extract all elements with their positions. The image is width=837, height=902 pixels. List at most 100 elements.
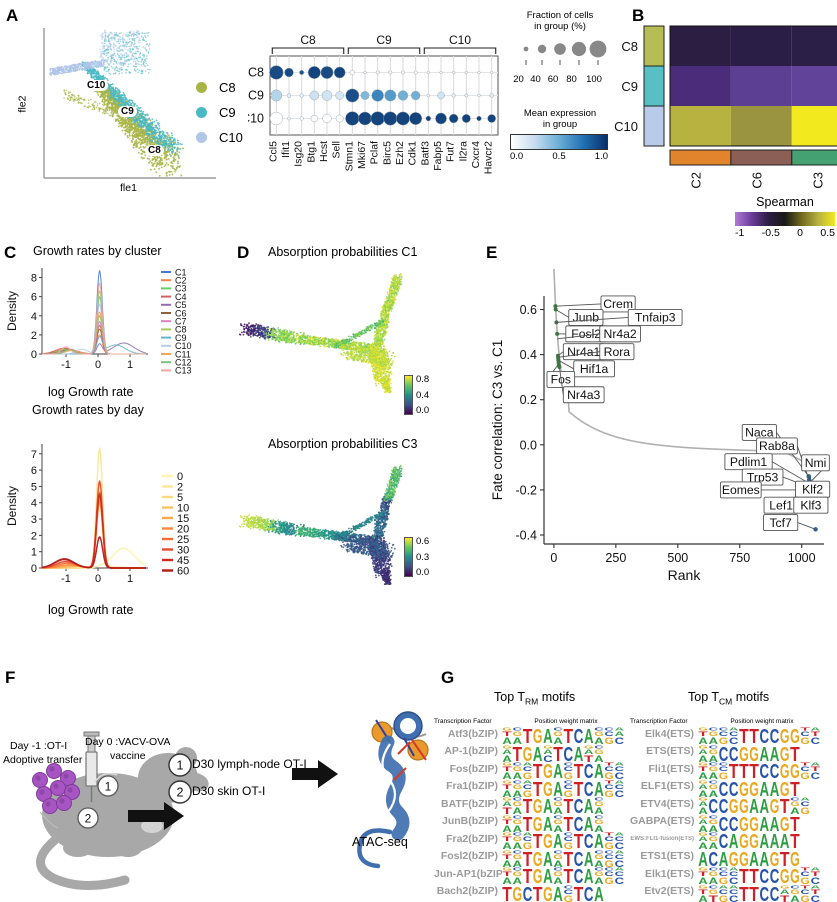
svg-text:C9: C9 (376, 33, 392, 47)
motif-tf-name: ETV4(ETS) (630, 798, 698, 810)
spearman-tick--05: -0.5 (762, 227, 780, 239)
svg-text:C9: C9 (621, 79, 638, 94)
svg-text:6: 6 (31, 465, 37, 477)
dotplot-svg: C8C9C10C8C9C10Ccl5Ifit1Isg20Btg1HcstSell… (248, 18, 508, 208)
motif-tf-name: Atf3(bZIP) (434, 728, 502, 740)
svg-text:5: 5 (31, 481, 37, 493)
panel-letter-a: A (6, 6, 18, 26)
panel-d-cbar1: 0.8 0.4 0.0 (404, 374, 429, 416)
color-legend-title-1: Mean expression (510, 108, 610, 119)
svg-text:Ezh2: Ezh2 (394, 141, 406, 165)
panel-g-right-table: Transcription Factor Position weight mat… (630, 718, 826, 900)
legend-dot-c8 (196, 82, 207, 93)
g-right-col1-header: Transcription Factor (630, 718, 698, 725)
panel-letter-g: G (441, 668, 454, 688)
motif-tf-name: Elk1(ETS) (630, 868, 698, 880)
legend-label-c9: C9 (219, 105, 236, 120)
svg-text:Isg20: Isg20 (293, 141, 305, 167)
motif-tf-name: ELF1(ETS) (630, 780, 698, 792)
panel-d-cbar2-ticks: 0.6 0.3 0.0 (416, 536, 429, 578)
spearman-tick-05: 0.5 (820, 227, 835, 239)
panel-g-right-title: Top TCM motifs (688, 690, 769, 707)
panel-a-xlabel: fle1 (120, 182, 137, 194)
svg-text:C3: C3 (810, 172, 825, 189)
svg-text:Ifit1: Ifit1 (280, 141, 292, 158)
dotplot: C8C9C10C8C9C10Ccl5Ifit1Isg20Btg1HcstSell… (248, 18, 508, 208)
motif-tf-name: BATF(bZIP) (434, 798, 502, 810)
legend-dot-c9 (196, 107, 207, 118)
svg-text:2: 2 (31, 530, 37, 542)
panel-a-cluster-label-c10: C10 (84, 80, 108, 91)
color-tick-05: 0.5 (552, 151, 565, 162)
panel-letter-c: C (4, 243, 16, 263)
g-right-title-sub: CM (719, 697, 732, 707)
svg-text:C10: C10 (449, 33, 471, 47)
panel-f-label-day-minus1-l2: Adoptive transfer (3, 754, 82, 766)
svg-text:C10: C10 (248, 112, 264, 126)
panel-a-scatter: fle2 fle1 C10 C9 C8 (24, 20, 224, 200)
svg-text:Stmn1: Stmn1 (343, 141, 355, 172)
size-tick-40: 40 (527, 74, 544, 85)
cbar1-tick-08: 0.8 (416, 374, 429, 385)
svg-text:Pclaf: Pclaf (369, 141, 381, 164)
legend-label-c8: C8 (219, 80, 236, 95)
svg-text:C6: C6 (749, 172, 764, 189)
svg-text:60: 60 (177, 566, 189, 578)
absorption-c1-svg (238, 263, 480, 393)
svg-text:3: 3 (31, 514, 37, 526)
panel-d-cbar1-bar (404, 375, 413, 415)
motif-tf-name: JunB(bZIP) (434, 815, 502, 827)
motif-tf-name: EWS:FLI1-fusion(ETS) (630, 836, 698, 842)
svg-text:1: 1 (31, 547, 37, 559)
svg-text:0: 0 (95, 573, 101, 585)
g-left-title-pre: Top T (494, 690, 525, 704)
motif-tf-name: Elk4(ETS) (630, 728, 698, 740)
panel-f-label-day0-l1: Day 0 :VACV-OVA (85, 736, 170, 748)
panel-letter-f: F (5, 668, 15, 688)
svg-text:0: 0 (31, 563, 37, 575)
panel-letter-d: D (237, 243, 249, 263)
svg-text:C8: C8 (248, 66, 264, 80)
cbar1-tick-04: 0.4 (416, 390, 429, 401)
svg-text:Mki67: Mki67 (356, 141, 368, 169)
motif-tf-name: AP-1(bZIP) (434, 745, 502, 757)
svg-text:0: 0 (95, 359, 101, 371)
size-tick-20: 20 (510, 74, 527, 85)
size-legend-title-1: Fraction of cells (510, 10, 610, 21)
g-left-title-post: motifs (538, 690, 575, 704)
panel-f-label-day0-l2: vaccine (110, 750, 146, 762)
panel-f-step2-label: D30 skin OT-I (192, 784, 265, 798)
g-right-title-post: motifs (732, 690, 769, 704)
cbar2-tick-03: 0.3 (416, 552, 429, 563)
spearman-tick-0: 0 (797, 227, 803, 239)
svg-text:C9: C9 (248, 89, 264, 103)
panel-a-cluster-label-c8: C8 (145, 145, 164, 156)
panel-a-ylabel: fle2 (16, 96, 28, 113)
svg-text:Cxcr4: Cxcr4 (470, 141, 482, 169)
svg-text:C8: C8 (300, 33, 316, 47)
absorption-c3-svg (238, 455, 480, 585)
svg-text:-1: -1 (61, 359, 71, 371)
g-left-title-sub: RM (525, 697, 538, 707)
panel-d-plot1 (238, 263, 480, 393)
panel-a-cluster-label-c9: C9 (118, 106, 137, 117)
size-legend-title-2: in group (%) (510, 21, 610, 32)
svg-text:Fut7: Fut7 (445, 141, 457, 162)
panel-d-cbar1-ticks: 0.8 0.4 0.0 (416, 374, 429, 416)
svg-text:Density: Density (6, 291, 19, 331)
color-legend-ticks: 0.0 0.5 1.0 (510, 151, 608, 162)
panel-letter-e: E (486, 243, 497, 263)
svg-text:C2: C2 (688, 172, 703, 189)
svg-text:Cdk1: Cdk1 (407, 141, 419, 166)
spearman-ticks: -1 -0.5 0 0.5 (735, 227, 835, 239)
svg-text:1: 1 (127, 573, 133, 585)
size-tick-60: 60 (544, 74, 562, 85)
dotplot-row-legend: C8 C9 C10 (196, 75, 243, 150)
svg-text:6: 6 (31, 292, 37, 304)
panel-c-chart1-title: Growth rates by cluster (33, 244, 162, 258)
legend-row-c10: C10 (196, 125, 243, 150)
panel-c-chart2-xlabel: log Growth rate (48, 603, 133, 617)
